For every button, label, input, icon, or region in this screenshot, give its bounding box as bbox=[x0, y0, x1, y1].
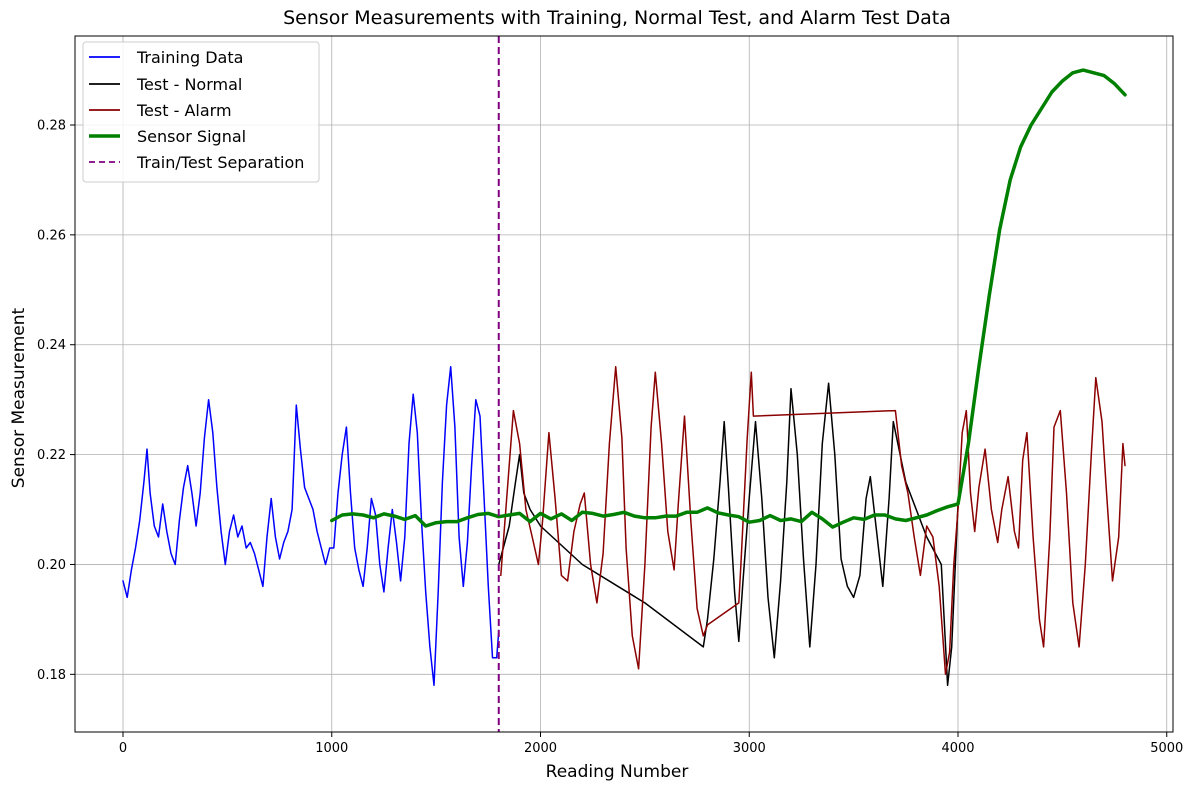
series-sensor-signal bbox=[330, 68, 1127, 529]
y-tick-label: 0.20 bbox=[37, 558, 66, 573]
x-tick-label: 0 bbox=[119, 741, 127, 756]
series-training-data bbox=[122, 365, 500, 687]
x-tick-label: 5000 bbox=[1150, 741, 1183, 756]
plot-frame bbox=[74, 35, 1174, 733]
plot-series bbox=[122, 36, 1127, 732]
chart-title: Sensor Measurements with Training, Norma… bbox=[283, 7, 951, 29]
y-tick-label: 0.22 bbox=[37, 448, 66, 463]
y-axis-label: Sensor Measurement bbox=[9, 307, 29, 488]
y-tick-label: 0.26 bbox=[37, 228, 66, 243]
legend: Training Data Test - Normal Test - Alarm… bbox=[82, 41, 320, 183]
y-tick-label: 0.18 bbox=[37, 668, 66, 683]
legend-label-test-normal: Test - Normal bbox=[136, 75, 242, 94]
x-axis-label: Reading Number bbox=[546, 762, 689, 782]
legend-label-separation: Train/Test Separation bbox=[136, 153, 304, 172]
x-tick-label: 4000 bbox=[941, 741, 974, 756]
legend-box bbox=[82, 41, 320, 183]
legend-label-sensor-signal: Sensor Signal bbox=[137, 127, 246, 146]
legend-label-training: Training Data bbox=[136, 48, 243, 67]
legend-label-test-alarm: Test - Alarm bbox=[136, 101, 232, 120]
x-tick-label: 1000 bbox=[315, 741, 348, 756]
series-test-normal bbox=[498, 382, 959, 687]
x-tick-label: 3000 bbox=[733, 741, 766, 756]
y-tick-label: 0.28 bbox=[37, 118, 66, 133]
axis-ticks: 0 1000 2000 3000 4000 5000 0.18 0.20 0.22 0.24 0.2… bbox=[37, 118, 1183, 756]
y-tick-label: 0.24 bbox=[37, 338, 66, 353]
x-tick-label: 2000 bbox=[524, 741, 557, 756]
series-test-alarm bbox=[500, 365, 1126, 676]
